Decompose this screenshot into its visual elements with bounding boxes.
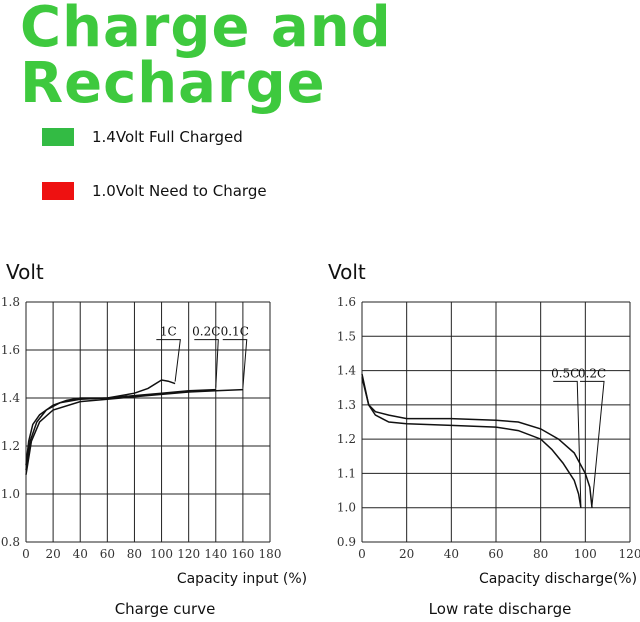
- charge-ytick-label: 1.0: [1, 487, 20, 501]
- charge-xtick-label: 100: [150, 547, 173, 561]
- charge-annotation-label: 0.1C: [221, 325, 249, 339]
- discharge-xtick-label: 60: [488, 547, 503, 561]
- charge-xlabel: Capacity input (%): [177, 571, 307, 587]
- discharge-xlabel: Capacity discharge(%): [479, 571, 637, 587]
- charge-xtick-label: 120: [177, 547, 200, 561]
- discharge-caption: Low rate discharge: [428, 600, 572, 618]
- discharge-xtick-label: 0: [358, 547, 366, 561]
- charge-xtick-label: 180: [259, 547, 282, 561]
- charge-annotation-label: 0.2C: [192, 325, 220, 339]
- discharge-ytick-label: 1.4: [337, 364, 356, 378]
- charge-annotation-leader: [156, 339, 181, 382]
- discharge-series-line: [361, 377, 582, 508]
- discharge-xtick-label: 80: [533, 547, 548, 561]
- charge-series-line: [25, 388, 243, 475]
- discharge-curve-chart: 0 20 40 60 80 100 120 0.9 1.0 1.1 1.2 1.3 1.4 1.5 1.6 0…: [337, 295, 640, 587]
- legend-item-need-charge: 1.0Volt Need to Charge: [42, 182, 267, 200]
- charge-ytick-label: 1.8: [1, 295, 20, 309]
- discharge-ytick-label: 1.1: [337, 466, 356, 480]
- charge-xtick-label: 0: [22, 547, 30, 561]
- charge-series-line: [25, 388, 216, 471]
- red-swatch-icon: [42, 182, 74, 200]
- charge-ytick-label: 0.8: [1, 535, 20, 549]
- discharge-grid: [361, 301, 631, 543]
- charge-annotation-label: 1C: [160, 325, 177, 339]
- charge-annotation-leader: [222, 339, 248, 388]
- charge-ytick-label: 1.6: [1, 343, 20, 357]
- discharge-xtick-label: 100: [574, 547, 597, 561]
- discharge-xtick-label: 20: [399, 547, 414, 561]
- charge-annotation-leader: [194, 339, 219, 388]
- discharge-ytick-label: 1.3: [337, 398, 356, 412]
- discharge-annotation-label: 0.2C: [578, 366, 606, 380]
- charge-curve-chart: 0 20 40 60 80 100 120 140 160 180 0.8 1.0 1.2 1.4 1.6 1…: [1, 295, 307, 587]
- charge-xtick-label: 160: [231, 547, 254, 561]
- charge-grid: [25, 301, 271, 543]
- discharge-annotation-leader: [553, 380, 582, 506]
- discharge-ytick-label: 1.2: [337, 432, 356, 446]
- discharge-ytick-label: 0.9: [337, 535, 356, 549]
- discharge-series-line: [361, 373, 593, 508]
- charge-ytick-label: 1.2: [1, 439, 20, 453]
- charge-caption: Charge curve: [114, 600, 216, 618]
- charge-xtick-label: 140: [204, 547, 227, 561]
- discharge-ytick-label: 1.0: [337, 501, 356, 515]
- green-swatch-icon: [42, 128, 74, 146]
- charge-xtick-label: 60: [100, 547, 115, 561]
- discharge-ytick-label: 1.6: [337, 295, 356, 309]
- discharge-annotation-leader: [580, 380, 605, 506]
- discharge-annotation-label: 0.5C: [551, 366, 579, 380]
- legend-item-full-charged: 1.4Volt Full Charged: [42, 128, 243, 146]
- charge-xtick-label: 20: [45, 547, 60, 561]
- charge-ytick-label: 1.4: [1, 391, 20, 405]
- discharge-xtick-label: 120: [619, 547, 640, 561]
- charge-series-line: [25, 379, 176, 466]
- legend-label-full-charged: 1.4Volt Full Charged: [92, 128, 243, 146]
- discharge-xtick-label: 40: [444, 547, 459, 561]
- charge-xtick-label: 40: [73, 547, 88, 561]
- page-title: Charge and Recharge: [20, 0, 392, 116]
- charge-ylabel: Volt: [6, 260, 44, 284]
- discharge-ytick-label: 1.5: [337, 329, 356, 343]
- legend-label-need-charge: 1.0Volt Need to Charge: [92, 182, 267, 200]
- charge-xtick-label: 80: [127, 547, 142, 561]
- discharge-ylabel: Volt: [328, 260, 366, 284]
